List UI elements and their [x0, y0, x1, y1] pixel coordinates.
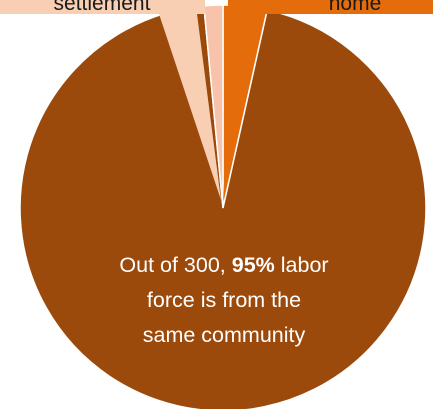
callout-home-label: home [329, 0, 382, 15]
annotation-line-2: force is from the [147, 288, 301, 312]
callout-settlement-label: settlement [54, 0, 151, 15]
pie-annotation: Out of 300, 95% labor force is from the … [119, 253, 328, 347]
pie-slice-same-community [19, 5, 427, 409]
annotation-line-3: same community [143, 323, 306, 347]
callout-settlement: settlement [0, 0, 221, 200]
annotation-line-1: Out of 300, 95% labor [119, 253, 328, 277]
pie-slices [19, 4, 427, 409]
callout-home: home [223, 0, 433, 202]
callout-home-box [223, 0, 433, 202]
